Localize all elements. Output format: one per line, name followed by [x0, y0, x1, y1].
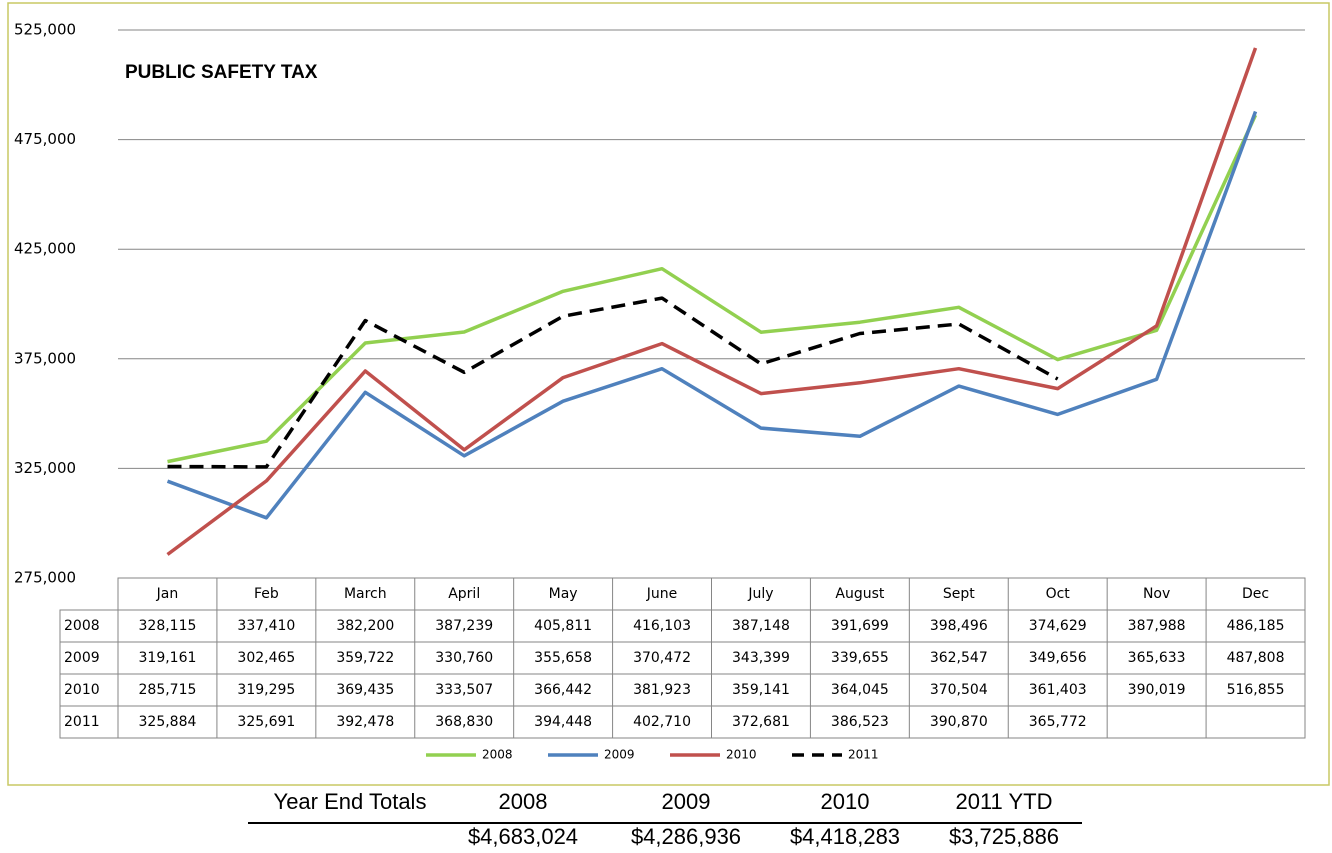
totals-header: 2008	[499, 789, 548, 814]
table-row-header: 2009	[64, 650, 100, 666]
table-row-header: 2008	[64, 618, 100, 634]
table-cell: 325,884	[139, 714, 197, 730]
table-cell: 370,504	[930, 682, 988, 698]
table-cell: 325,691	[237, 714, 295, 730]
table-cell: 386,523	[831, 714, 889, 730]
table-cell: 372,681	[732, 714, 790, 730]
table-cell: 319,295	[237, 682, 295, 698]
table-cell: 416,103	[633, 618, 691, 634]
chart-title: PUBLIC SAFETY TAX	[125, 62, 318, 83]
totals-value: $4,683,024	[468, 824, 578, 849]
legend-label: 2011	[848, 748, 879, 762]
table-cell: 487,808	[1227, 650, 1285, 666]
table-cell: 392,478	[336, 714, 394, 730]
table-cell: 391,699	[831, 618, 889, 634]
legend-label: 2008	[482, 748, 513, 762]
table-cell: 339,655	[831, 650, 889, 666]
table-row-header: 2010	[64, 682, 100, 698]
x-tick-label: Feb	[254, 586, 279, 602]
table-cell: 387,988	[1128, 618, 1186, 634]
table-cell: 343,399	[732, 650, 790, 666]
totals-value: $4,418,283	[790, 824, 900, 849]
x-tick-label: Nov	[1143, 586, 1170, 602]
totals-value: $4,286,936	[631, 824, 741, 849]
table-cell: 387,148	[732, 618, 790, 634]
table-cell: 365,633	[1128, 650, 1186, 666]
x-tick-label: Jan	[156, 586, 179, 602]
x-tick-label: March	[344, 586, 387, 602]
y-tick-label: 275,000	[14, 569, 76, 587]
table-cell: 405,811	[534, 618, 592, 634]
totals-header: 2011 YTD	[955, 789, 1052, 814]
totals-header: 2009	[662, 789, 711, 814]
totals-header: 2010	[821, 789, 870, 814]
x-tick-label: Sept	[943, 586, 975, 602]
table-cell: 398,496	[930, 618, 988, 634]
table-cell: 368,830	[435, 714, 493, 730]
table-cell: 394,448	[534, 714, 592, 730]
series-line	[167, 114, 1258, 464]
table-cell: 337,410	[237, 618, 295, 634]
x-tick-label: August	[835, 586, 885, 602]
table-cell: 369,435	[336, 682, 394, 698]
table-cell: 402,710	[633, 714, 691, 730]
x-tick-label: Dec	[1242, 586, 1269, 602]
legend-label: 2010	[726, 748, 757, 762]
table-cell: 364,045	[831, 682, 889, 698]
table-cell: 362,547	[930, 650, 988, 666]
table-cell: 370,472	[633, 650, 691, 666]
x-tick-label: Oct	[1046, 586, 1071, 602]
y-tick-label: 475,000	[14, 130, 76, 148]
table-cell: 359,141	[732, 682, 790, 698]
totals-value: $3,725,886	[949, 824, 1059, 849]
table-cell: 355,658	[534, 650, 592, 666]
y-tick-label: 375,000	[14, 349, 76, 367]
table-cell: 328,115	[139, 618, 197, 634]
table-cell: 381,923	[633, 682, 691, 698]
table-cell: 359,722	[336, 650, 394, 666]
y-tick-label: 425,000	[14, 240, 76, 258]
y-tick-label: 525,000	[14, 21, 76, 39]
table-cell: 365,772	[1029, 714, 1087, 730]
table-cell: 349,656	[1029, 650, 1087, 666]
table-cell: 361,403	[1029, 682, 1087, 698]
x-tick-label: July	[747, 586, 773, 602]
x-tick-label: April	[448, 586, 480, 602]
table-cell: 486,185	[1227, 618, 1285, 634]
x-tick-label: June	[646, 586, 678, 602]
table-cell: 302,465	[237, 650, 295, 666]
chart-frame	[7, 2, 1330, 786]
x-tick-label: May	[549, 586, 578, 602]
table-cell: 330,760	[435, 650, 493, 666]
table-cell: 390,019	[1128, 682, 1186, 698]
table-row-header: 2011	[64, 714, 100, 730]
totals-title: Year End Totals	[274, 789, 427, 814]
table-cell: 319,161	[139, 650, 197, 666]
series-line	[166, 110, 1258, 520]
table-cell: 390,870	[930, 714, 988, 730]
series-line	[167, 296, 1059, 469]
table-cell: 374,629	[1029, 618, 1087, 634]
table-cell: 387,239	[435, 618, 493, 634]
table-cell: 516,855	[1227, 682, 1285, 698]
y-tick-label: 325,000	[14, 459, 76, 477]
table-cell: 382,200	[336, 618, 394, 634]
table-cell: 333,507	[435, 682, 493, 698]
table-cell: 366,442	[534, 682, 592, 698]
series-line	[166, 47, 1258, 556]
table-cell: 285,715	[139, 682, 197, 698]
legend-label: 2009	[604, 748, 635, 762]
